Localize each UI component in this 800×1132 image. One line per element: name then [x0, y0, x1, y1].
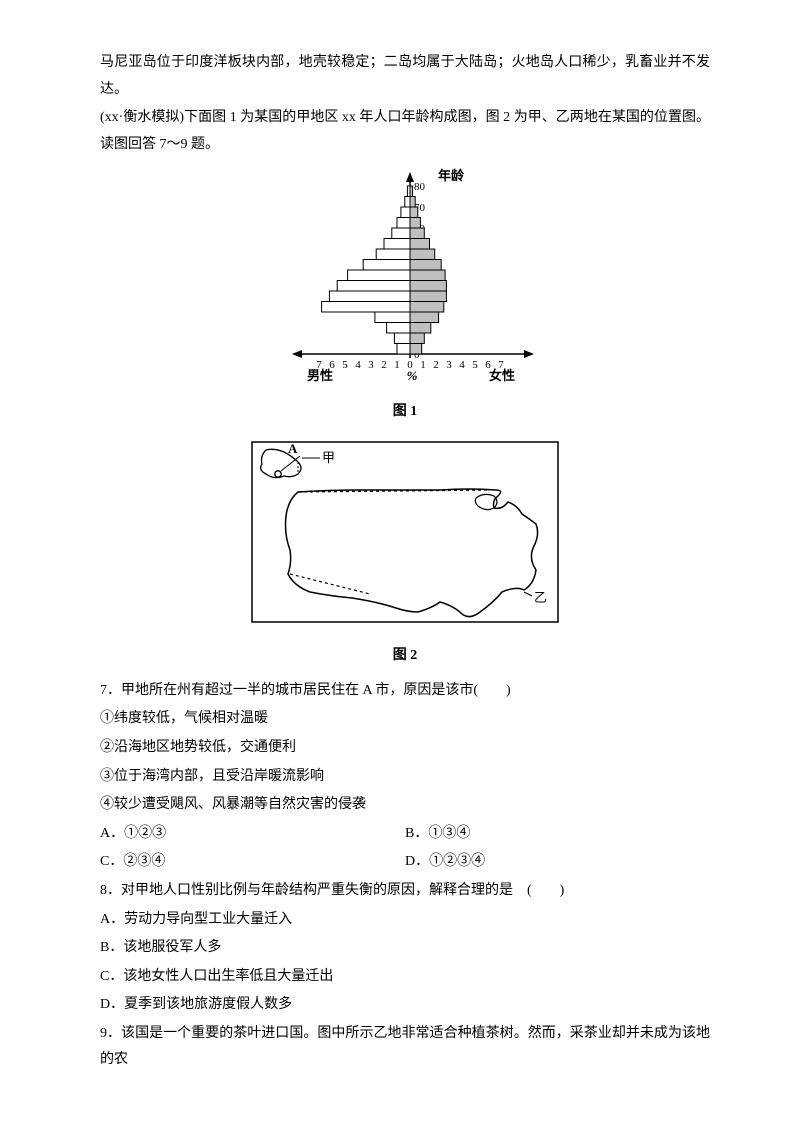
q7-number: 7． — [100, 683, 121, 698]
q8-optD: D．夏季到该地旅游度假人数多 — [100, 992, 710, 1019]
context-line-2: (xx·衡水模拟)下面图 1 为某国的甲地区 xx 年人口年龄构成图，图 2 为… — [100, 105, 710, 158]
q7-text: 甲地所在州有超过一半的城市居民住在 A 市，原因是该市( ) — [121, 683, 511, 698]
svg-text:4: 4 — [355, 359, 361, 371]
q7-s3: ③位于海湾内部，且受沿岸暖流影响 — [100, 764, 710, 791]
q8-optC: C．该地女性人口出生率低且大量迁出 — [100, 964, 710, 991]
figure-1: 01020304050607080年龄765432101234567%男性女性 — [100, 164, 710, 395]
q7-optC: C．②③④ — [100, 849, 405, 876]
q7-optA: A．①②③ — [100, 821, 405, 848]
q7-optD: D．①②③④ — [405, 849, 710, 876]
svg-text:2: 2 — [433, 359, 439, 371]
q8-stem: 8．对甲地人口性别比例与年龄结构严重失衡的原因，解释合理的是 ( ) — [100, 878, 710, 905]
svg-text:年龄: 年龄 — [438, 168, 465, 183]
q9-stem: 9．该国是一个重要的茶叶进口国。图中所示乙地非常适合种植茶树。然而，采茶业却并未… — [100, 1021, 710, 1074]
svg-text:甲: 甲 — [322, 450, 335, 465]
svg-text:A: A — [288, 441, 298, 456]
figure-1-caption: 图 1 — [100, 399, 710, 426]
svg-text:5: 5 — [472, 359, 478, 371]
q8-text: 对甲地人口性别比例与年龄结构严重失衡的原因，解释合理的是 ( ) — [121, 883, 564, 898]
q9-number: 9． — [100, 1026, 121, 1041]
svg-text:4: 4 — [459, 359, 465, 371]
svg-text:5: 5 — [342, 359, 348, 371]
svg-text:1: 1 — [420, 359, 426, 371]
svg-text:3: 3 — [368, 359, 374, 371]
q8-optA: A．劳动力导向型工业大量迁入 — [100, 907, 710, 934]
figure-2: A 甲乙 — [100, 434, 710, 640]
q7-stem: 7．甲地所在州有超过一半的城市居民住在 A 市，原因是该市( ) — [100, 678, 710, 705]
svg-text:男性: 男性 — [307, 368, 333, 383]
figure-2-caption: 图 2 — [100, 643, 710, 670]
svg-text:2: 2 — [381, 359, 387, 371]
context-line-1: 马尼亚岛位于印度洋板块内部，地壳较稳定；二岛均属于大陆岛；火地岛人口稀少，乳畜业… — [100, 50, 710, 103]
svg-text:3: 3 — [446, 359, 452, 371]
q7-s2: ②沿海地区地势较低，交通便利 — [100, 735, 710, 762]
svg-text:女性: 女性 — [489, 368, 515, 383]
q8-optB: B．该地服役军人多 — [100, 935, 710, 962]
q7-optB: B．①③④ — [405, 821, 710, 848]
q7-s1: ①纬度较低，气候相对温暖 — [100, 706, 710, 733]
svg-text:乙: 乙 — [534, 590, 547, 605]
q7-s4: ④较少遭受飓风、风暴潮等自然灾害的侵袭 — [100, 792, 710, 819]
svg-text:80: 80 — [414, 181, 426, 193]
q8-number: 8． — [100, 883, 121, 898]
svg-text:%: % — [407, 368, 418, 383]
q9-text: 该国是一个重要的茶叶进口国。图中所示乙地非常适合种植茶树。然而，采茶业却并未成为… — [100, 1026, 710, 1068]
svg-text:1: 1 — [394, 359, 400, 371]
